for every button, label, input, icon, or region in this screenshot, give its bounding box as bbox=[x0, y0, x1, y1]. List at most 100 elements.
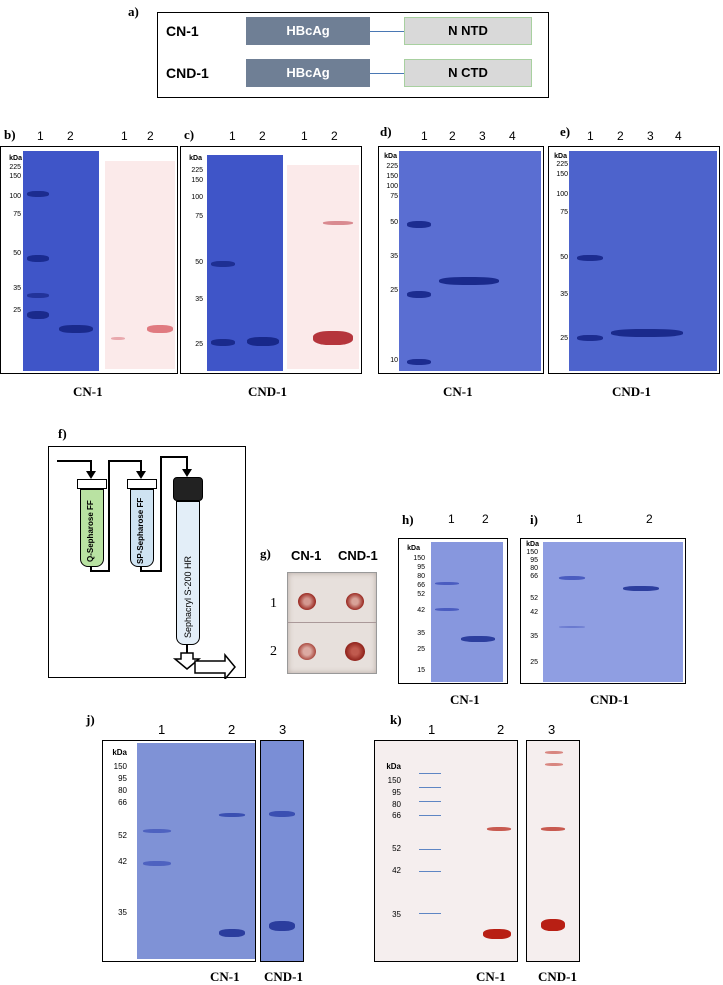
marker-label: 95 bbox=[417, 564, 425, 571]
marker-label: 225 bbox=[556, 161, 568, 168]
marker-label: 52 bbox=[417, 591, 425, 598]
purification-scheme: Q-Sepharose FF SP-Sepharose FF Sephacryl… bbox=[48, 446, 246, 679]
kda-title: kDa bbox=[526, 541, 539, 548]
lane-number: 2 bbox=[482, 512, 489, 526]
western-band bbox=[541, 827, 565, 831]
marker-label: 80 bbox=[118, 786, 127, 795]
caption-cn1: CN-1 bbox=[443, 384, 473, 399]
kda-title: kDa bbox=[189, 155, 202, 162]
marker-label: 50 bbox=[13, 250, 21, 257]
marker-label: 100 bbox=[386, 183, 398, 190]
marker-label: 42 bbox=[417, 607, 425, 614]
hbcag-block: HBcAg bbox=[246, 17, 370, 45]
marker-label: 50 bbox=[560, 254, 568, 261]
coomassie-gel bbox=[261, 741, 303, 961]
lane-number: 2 bbox=[147, 129, 154, 143]
lane-number: 2 bbox=[67, 129, 74, 143]
lane-number: 4 bbox=[675, 129, 682, 143]
marker-label: 150 bbox=[526, 549, 538, 556]
marker-label: 35 bbox=[390, 253, 398, 260]
hbcag-block: HBcAg bbox=[246, 59, 370, 87]
marker-label: 66 bbox=[417, 582, 425, 589]
panel-e-label: e) bbox=[560, 124, 571, 139]
coomassie-gel bbox=[23, 151, 99, 371]
construct-diagram: CN-1 HBcAg N NTD CND-1 HBcAg N CTD bbox=[157, 12, 549, 98]
marker-label: 35 bbox=[195, 296, 203, 303]
western-blot bbox=[287, 165, 359, 369]
caption-cnd1: CND-1 bbox=[590, 692, 629, 707]
marker-label: 150 bbox=[556, 171, 568, 178]
panel-k-label: k) bbox=[390, 712, 402, 727]
panel-h-label: h) bbox=[402, 512, 414, 527]
coomassie-gel bbox=[543, 542, 683, 682]
panel-f-label: f) bbox=[58, 426, 67, 441]
lane-number: 1 bbox=[37, 129, 44, 143]
construct-name: CND-1 bbox=[166, 65, 209, 81]
membrane-cut-line bbox=[288, 622, 376, 623]
marker-label: 25 bbox=[417, 646, 425, 653]
ladder-line bbox=[419, 801, 441, 802]
lane-number: 3 bbox=[647, 129, 654, 143]
marker-label: 50 bbox=[195, 259, 203, 266]
marker-label: 42 bbox=[392, 866, 401, 875]
flow-arrows bbox=[57, 456, 236, 679]
caption-cnd1: CND-1 bbox=[612, 384, 651, 399]
western-blot bbox=[105, 161, 175, 369]
western-band bbox=[541, 919, 565, 931]
western-band bbox=[545, 763, 563, 766]
panel-d-label: d) bbox=[380, 124, 392, 139]
marker-label: 35 bbox=[560, 291, 568, 298]
marker-label: 50 bbox=[390, 219, 398, 226]
marker-label: 15 bbox=[417, 667, 425, 674]
caption-cn1: CN-1 bbox=[476, 969, 506, 984]
domain-block: N CTD bbox=[404, 59, 532, 87]
panel-k-lane3-frame bbox=[526, 740, 580, 962]
marker-label: 150 bbox=[191, 177, 203, 184]
lane-number: 2 bbox=[617, 129, 624, 143]
lane-number: 1 bbox=[421, 129, 428, 143]
lane-number: 2 bbox=[228, 722, 236, 737]
kda-title: kDa bbox=[554, 153, 567, 160]
marker-label: 42 bbox=[118, 857, 127, 866]
marker-label: 150 bbox=[387, 776, 401, 785]
dot-row-label: 1 bbox=[270, 596, 277, 611]
marker-label: 225 bbox=[191, 167, 203, 174]
lane-number: 4 bbox=[509, 129, 516, 143]
marker-label: 25 bbox=[390, 287, 398, 294]
marker-label: 35 bbox=[118, 908, 127, 917]
marker-label: 95 bbox=[392, 788, 401, 797]
coomassie-gel bbox=[431, 542, 503, 682]
lane-number: 1 bbox=[576, 512, 583, 526]
ladder-line bbox=[419, 787, 441, 788]
dot-col-header: CN-1 bbox=[291, 548, 322, 563]
panel-b-label: b) bbox=[4, 127, 16, 142]
lane-number: 3 bbox=[548, 722, 556, 737]
panel-c-frame: kDa 225 150 100 75 50 35 25 1 2 1 2 bbox=[180, 129, 362, 374]
panel-j-label: j) bbox=[86, 712, 95, 727]
blot-dot bbox=[298, 593, 316, 610]
linker-line bbox=[370, 73, 404, 74]
dot-col-header: CND-1 bbox=[338, 548, 378, 563]
panel-d-frame: kDa 225 150 100 75 50 35 25 10 1 2 3 4 bbox=[378, 129, 544, 374]
marker-label: 25 bbox=[195, 341, 203, 348]
kda-title: kDa bbox=[112, 748, 127, 757]
caption-cn1: CN-1 bbox=[210, 969, 240, 984]
kda-title: kDa bbox=[386, 762, 401, 771]
coomassie-gel bbox=[137, 743, 255, 959]
western-band bbox=[483, 929, 511, 939]
marker-label: 52 bbox=[118, 831, 127, 840]
lane-number: 1 bbox=[448, 512, 455, 526]
ladder-line bbox=[419, 871, 441, 872]
marker-label: 75 bbox=[390, 193, 398, 200]
marker-label: 52 bbox=[392, 844, 401, 853]
marker-label: 35 bbox=[417, 630, 425, 637]
coomassie-gel bbox=[399, 151, 541, 371]
marker-label: 75 bbox=[195, 213, 203, 220]
marker-label: 66 bbox=[118, 798, 127, 807]
ladder-line bbox=[419, 815, 441, 816]
marker-label: 150 bbox=[113, 762, 127, 771]
marker-label: 100 bbox=[9, 193, 21, 200]
marker-label: 150 bbox=[413, 555, 425, 562]
panel-b-frame: kDa 225 150 100 75 50 35 25 1 2 1 2 bbox=[0, 129, 178, 374]
panel-c-label: c) bbox=[184, 127, 195, 142]
